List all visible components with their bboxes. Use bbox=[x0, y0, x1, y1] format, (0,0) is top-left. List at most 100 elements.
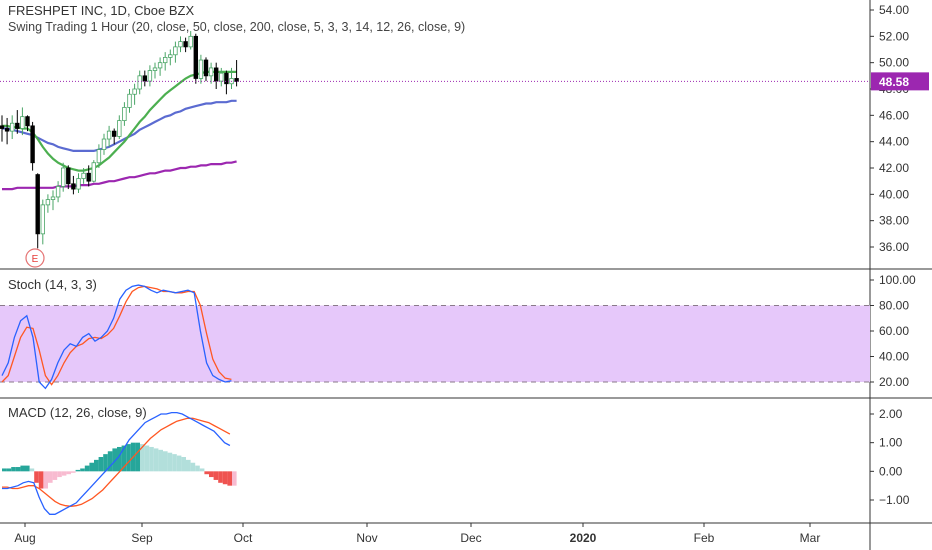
time-axis-label: Sep bbox=[131, 531, 153, 545]
macd-axis-label: 0.00 bbox=[879, 464, 903, 478]
macd-histogram-bar bbox=[140, 444, 145, 472]
macd-histogram-bar bbox=[135, 442, 140, 472]
candle-body bbox=[91, 162, 96, 182]
candle-body bbox=[219, 72, 224, 82]
candle-body bbox=[112, 130, 117, 137]
ma-50-line bbox=[2, 99, 237, 152]
macd-histogram-bar bbox=[29, 468, 35, 472]
price-axis-label: 40.00 bbox=[879, 187, 909, 201]
price-axis-label: 54.00 bbox=[879, 3, 909, 17]
candle-body bbox=[9, 122, 15, 132]
candle-body bbox=[55, 186, 61, 198]
macd-histogram-bar bbox=[80, 468, 85, 472]
study-label: Swing Trading 1 Hour (20, close, 50, clo… bbox=[8, 20, 466, 34]
time-axis-label: Aug bbox=[14, 531, 35, 545]
candle-body bbox=[183, 41, 188, 48]
macd-histogram-bar bbox=[218, 471, 223, 483]
time-axis-label: Mar bbox=[800, 531, 821, 545]
macd-histogram-bar bbox=[34, 471, 39, 483]
candle-body bbox=[86, 172, 91, 182]
time-axis-label: Feb bbox=[694, 531, 715, 545]
price-axis-label: 46.00 bbox=[879, 108, 909, 122]
earnings-marker-label: E bbox=[32, 254, 39, 265]
candle-body bbox=[20, 116, 25, 129]
macd-histogram-bar bbox=[167, 452, 173, 472]
macd-axis-label: 1.00 bbox=[879, 436, 903, 450]
candle-body bbox=[4, 128, 10, 132]
stoch-axis-label: 20.00 bbox=[879, 375, 909, 389]
candle-body bbox=[193, 35, 198, 79]
macd-histogram-bar bbox=[61, 471, 67, 476]
macd-histogram-bar bbox=[11, 467, 16, 472]
macd-histogram-bar bbox=[186, 459, 191, 472]
candle-body bbox=[142, 75, 147, 82]
macd-histogram-bar bbox=[222, 471, 228, 485]
macd-histogram-bar bbox=[103, 454, 108, 472]
macd-histogram-bar bbox=[199, 468, 205, 472]
candle-body bbox=[30, 125, 35, 164]
candle-body bbox=[71, 183, 76, 190]
macd-histogram-bar bbox=[20, 465, 25, 472]
macd-histogram-bar bbox=[190, 462, 196, 472]
macd-histogram-bar bbox=[15, 467, 21, 472]
time-axis-label: Oct bbox=[234, 531, 253, 545]
stoch-k-line bbox=[1, 284, 232, 390]
macd-histogram-bar bbox=[232, 471, 237, 486]
candle-body bbox=[137, 75, 142, 90]
macd-histogram-bar bbox=[2, 468, 7, 472]
candle-body bbox=[45, 199, 51, 206]
candle-body bbox=[15, 122, 20, 129]
macd-label: MACD (12, 26, close, 9) bbox=[8, 405, 147, 420]
candle-body bbox=[213, 67, 219, 82]
price-axis-label: 38.00 bbox=[879, 214, 909, 228]
macd-histogram-bar bbox=[126, 444, 131, 472]
stoch-d-line bbox=[1, 285, 232, 386]
candle-body bbox=[35, 174, 40, 235]
candle-body bbox=[188, 35, 193, 48]
macd-histogram-bar bbox=[153, 448, 159, 472]
candle-body bbox=[106, 130, 112, 140]
candle-body bbox=[101, 138, 107, 150]
macd-histogram-bar bbox=[89, 462, 94, 472]
macd-histogram-bar bbox=[38, 471, 44, 489]
macd-axis-label: −1.00 bbox=[879, 493, 910, 507]
macd-histogram-bar bbox=[117, 446, 122, 472]
candle-body bbox=[234, 78, 239, 82]
macd-histogram-bar bbox=[94, 459, 99, 472]
macd-histogram-bar bbox=[227, 471, 232, 486]
macd-histogram-bar bbox=[71, 471, 76, 473]
candle-body bbox=[198, 59, 204, 79]
macd-histogram-bar bbox=[144, 445, 150, 472]
last-price-tag bbox=[871, 72, 929, 91]
macd-histogram-bar bbox=[195, 465, 200, 472]
macd-histogram-bar bbox=[149, 446, 154, 472]
macd-histogram-bar bbox=[209, 471, 214, 478]
candle-body bbox=[66, 167, 71, 185]
macd-histogram-bar bbox=[48, 471, 53, 483]
candle-body bbox=[96, 149, 102, 164]
macd-histogram-bar bbox=[84, 465, 90, 472]
macd-histogram-bar bbox=[181, 457, 186, 472]
candle-body bbox=[132, 88, 137, 95]
candle-body bbox=[147, 70, 153, 82]
macd-histogram-bar bbox=[66, 471, 71, 475]
macd-histogram-bar bbox=[204, 471, 209, 475]
stoch-axis-label: 100.00 bbox=[879, 273, 916, 287]
candle-body bbox=[122, 107, 127, 122]
candle-body bbox=[152, 67, 158, 71]
macd-histogram-bar bbox=[172, 454, 177, 472]
candle-body bbox=[208, 67, 214, 77]
macd-histogram-bar bbox=[52, 471, 58, 480]
macd-histogram-bar bbox=[57, 471, 62, 478]
price-axis-label: 42.00 bbox=[879, 161, 909, 175]
macd-histogram-bar bbox=[213, 471, 219, 480]
candle-body bbox=[50, 196, 56, 200]
candle-body bbox=[173, 46, 178, 56]
price-axis-label: 44.00 bbox=[879, 135, 909, 149]
macd-histogram-bar bbox=[112, 448, 117, 472]
earnings-marker bbox=[25, 248, 45, 268]
stoch-label: Stoch (14, 3, 3) bbox=[8, 277, 97, 292]
stoch-axis-label: 40.00 bbox=[879, 350, 909, 364]
candle-body bbox=[76, 178, 81, 190]
